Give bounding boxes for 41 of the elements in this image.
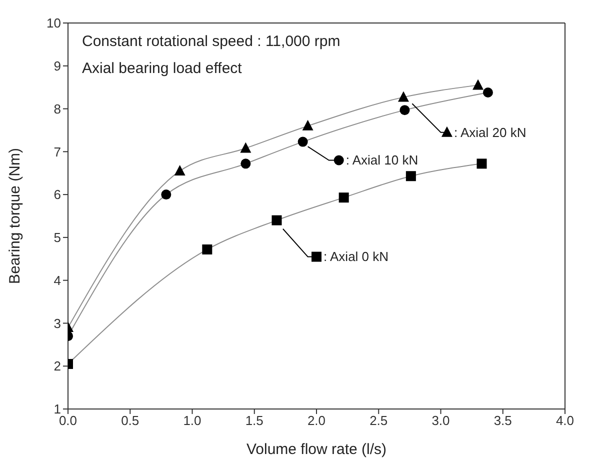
point (338, 192, 349, 203)
x-tick-label: 4.0 (556, 413, 574, 428)
y-tick-label: 3 (54, 316, 61, 331)
y-tick-label: 10 (46, 16, 61, 31)
point (174, 164, 186, 176)
y-tick-label: 4 (54, 272, 61, 288)
y-axis-title: Bearing torque (Nm) (6, 148, 24, 284)
x-tick-label: 3.0 (432, 413, 450, 428)
point (302, 120, 314, 130)
x-tick-label: 1.0 (183, 413, 202, 428)
x-tick-label: 0.0 (58, 413, 78, 428)
legend-label: : Axial 10 kN (346, 152, 418, 168)
legend-label: : Axial 0 kN (324, 249, 389, 264)
point (240, 142, 252, 153)
point (240, 158, 251, 169)
x-tick-label: 2.5 (370, 413, 388, 428)
point (161, 190, 172, 200)
y-tick-label: 2 (54, 358, 61, 374)
point (398, 91, 409, 102)
y-tick-label: 6 (54, 187, 61, 202)
point (202, 244, 212, 254)
x-axis-title: Volume flow rate (l/s) (246, 441, 387, 458)
y-tick-label: 8 (54, 101, 61, 116)
y-tick-label: 7 (54, 144, 61, 160)
legend-label: : Axial 20 kN (454, 124, 526, 140)
point (482, 87, 493, 98)
point (476, 158, 487, 169)
y-tick-label: 9 (54, 58, 61, 74)
point (472, 79, 484, 90)
x-tick-label: 2.0 (307, 413, 326, 428)
annotation: Axial bearing load effect (82, 59, 243, 79)
point (400, 105, 410, 116)
y-tick-label: 5 (54, 230, 61, 246)
x-tick-label: 0.5 (121, 413, 140, 428)
y-tick-label: 1 (54, 402, 61, 417)
annotation: Constant rotational speed : 11,000 rpm (82, 32, 340, 52)
point (406, 171, 416, 182)
point (272, 215, 282, 226)
x-tick-label: 3.5 (494, 413, 512, 428)
x-tick-label: 1.5 (245, 413, 264, 428)
point (298, 136, 308, 147)
